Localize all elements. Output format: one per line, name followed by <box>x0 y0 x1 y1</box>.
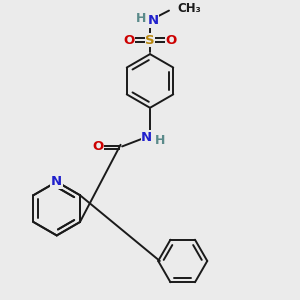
Text: H: H <box>136 12 146 25</box>
Text: O: O <box>123 34 134 46</box>
Text: N: N <box>148 14 159 27</box>
Text: O: O <box>166 34 177 46</box>
Text: O: O <box>92 140 103 153</box>
Text: H: H <box>154 134 165 147</box>
Text: N: N <box>51 175 62 188</box>
Text: N: N <box>141 131 152 144</box>
Text: CH₃: CH₃ <box>177 2 201 15</box>
Text: S: S <box>145 34 155 46</box>
